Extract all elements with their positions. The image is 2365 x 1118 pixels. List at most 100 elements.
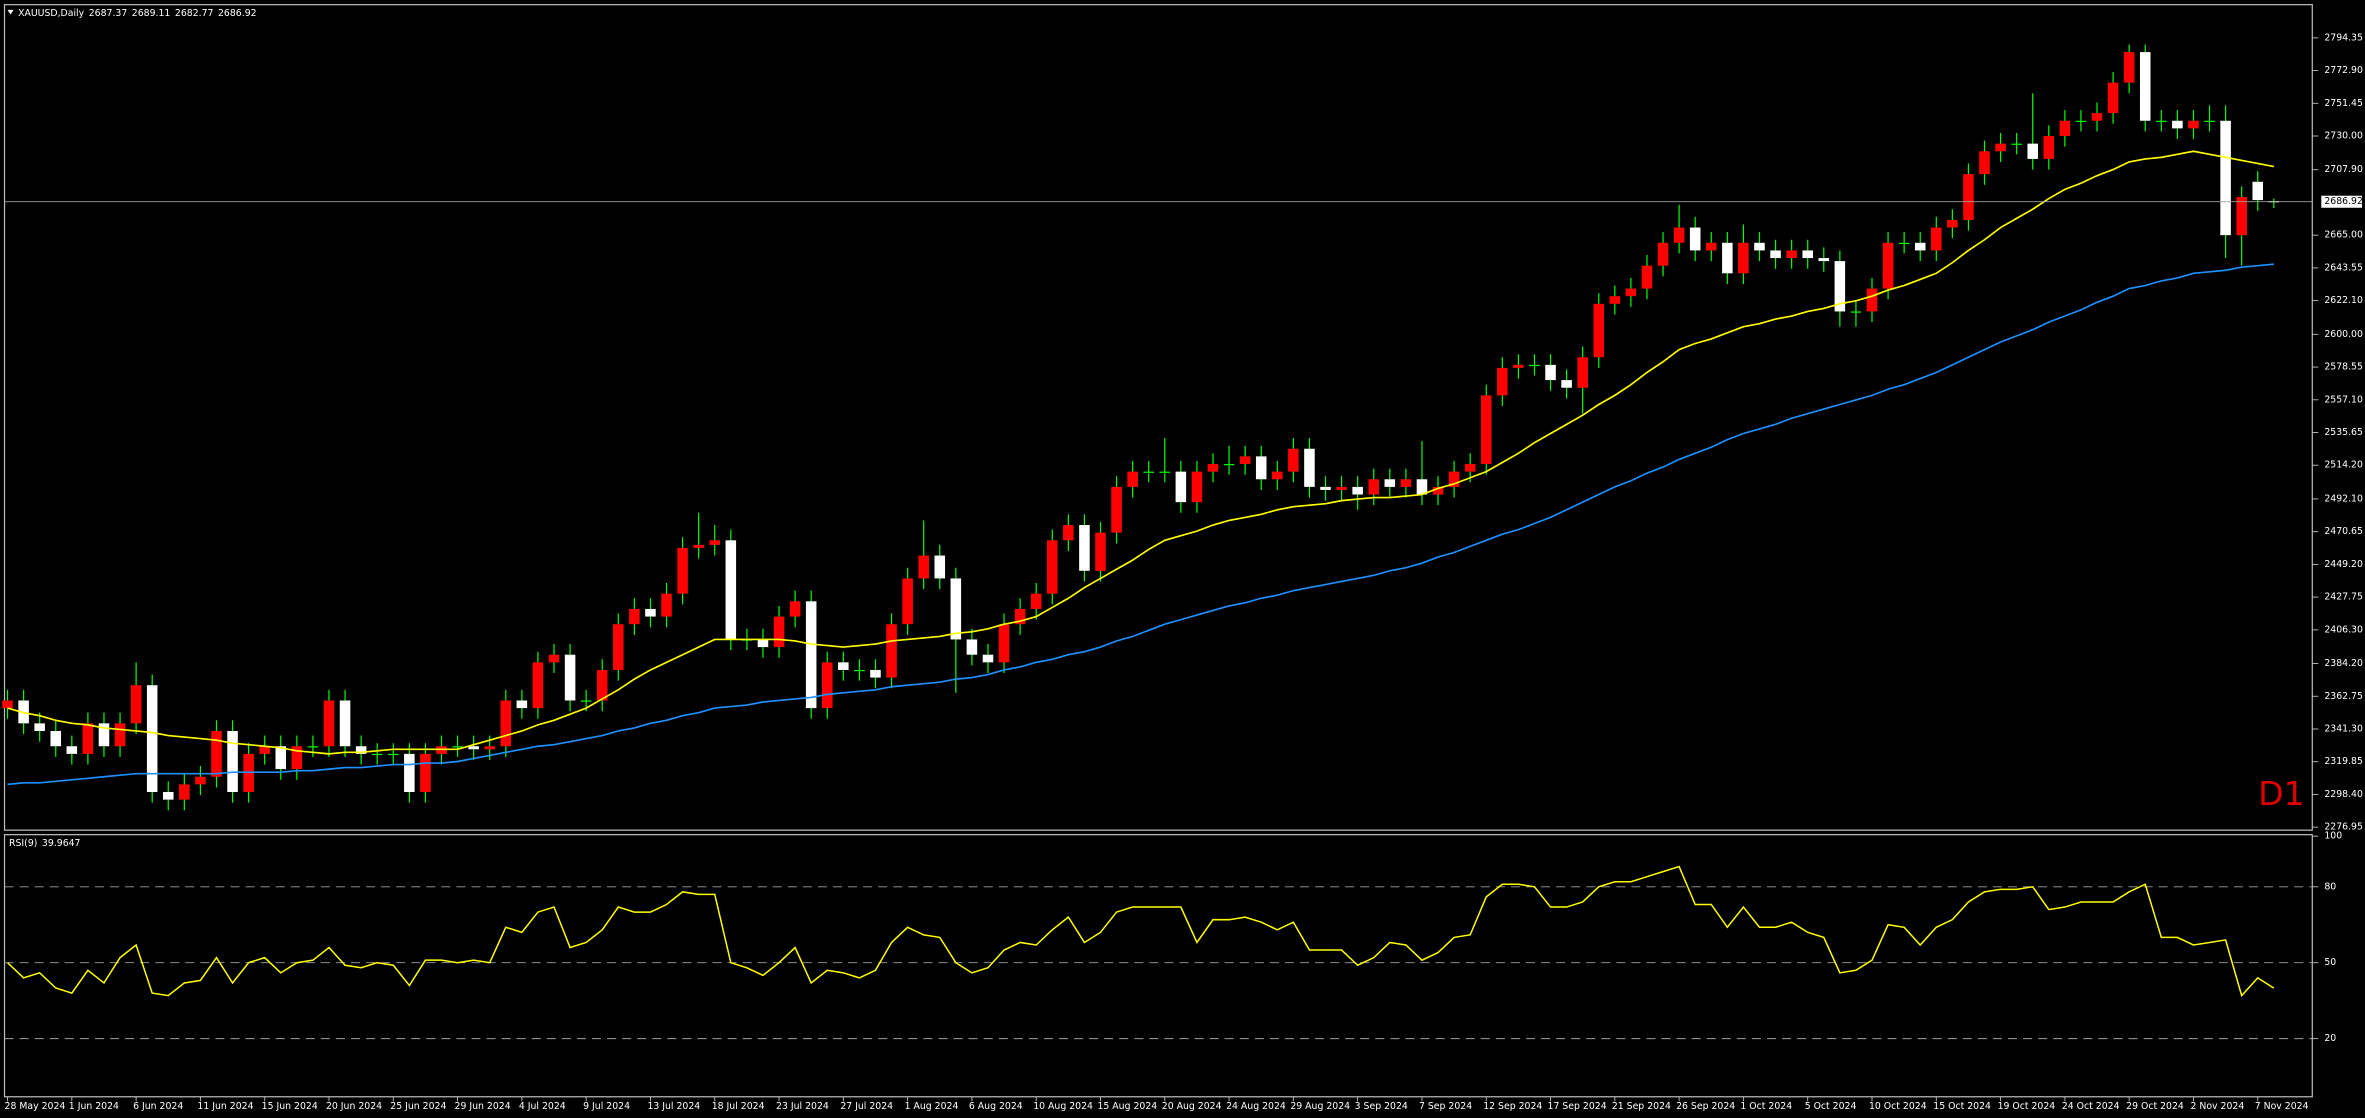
candle-body xyxy=(1143,471,1154,473)
candle-body xyxy=(645,608,656,617)
candle-body xyxy=(1979,151,1990,175)
candle-body xyxy=(1834,261,1846,312)
y-tick-label: 2276.95 xyxy=(2324,822,2363,833)
x-tick-label: 2 Nov 2024 xyxy=(2190,1101,2244,1112)
candle-body xyxy=(1159,471,1171,473)
y-tick-label: 2298.40 xyxy=(2324,789,2363,800)
candle-body xyxy=(1577,357,1588,388)
candle-body xyxy=(1432,486,1444,495)
x-tick-label: 4 Jul 2024 xyxy=(519,1101,566,1112)
candle-body xyxy=(2220,120,2231,236)
candle-body xyxy=(1593,303,1605,358)
candle-body xyxy=(613,624,624,670)
candle-body xyxy=(1882,242,1894,289)
x-tick-label: 7 Nov 2024 xyxy=(2255,1101,2309,1112)
candle-body xyxy=(1625,288,1637,297)
current-price-label: 2686.92 xyxy=(2324,196,2363,207)
y-tick-label: 2319.85 xyxy=(2324,756,2363,767)
y-tick-label: 2470.65 xyxy=(2324,526,2363,537)
x-tick-label: 1 Oct 2024 xyxy=(1740,1101,1792,1112)
candle-body xyxy=(966,639,978,655)
candle-body xyxy=(821,662,833,709)
y-tick-label: 2427.75 xyxy=(2324,592,2363,603)
candle-body xyxy=(211,730,222,777)
x-tick-label: 19 Oct 2024 xyxy=(1998,1101,2056,1112)
candle-body xyxy=(468,746,479,750)
candle-body xyxy=(1030,593,1042,609)
candle-body xyxy=(259,746,270,754)
x-tick-label: 24 Oct 2024 xyxy=(2062,1101,2120,1112)
candle-body xyxy=(291,746,303,770)
x-tick-label: 26 Sep 2024 xyxy=(1676,1101,1735,1112)
candle-body xyxy=(1738,242,1749,274)
candle-body xyxy=(227,730,238,793)
candle-body xyxy=(195,776,206,785)
candle-body xyxy=(918,555,929,579)
candle-body xyxy=(1673,227,1685,243)
y-tick-label: 2578.55 xyxy=(2324,362,2363,373)
x-tick-label: 12 Sep 2024 xyxy=(1483,1101,1542,1112)
candle-body xyxy=(1866,288,1878,312)
candle-body xyxy=(532,662,544,709)
candle-body xyxy=(934,555,946,579)
candle-body xyxy=(339,700,351,747)
y-tick-label: 100 xyxy=(2324,831,2342,842)
x-tick-label: 15 Aug 2024 xyxy=(1097,1101,1157,1112)
candle-body xyxy=(1657,242,1669,266)
candle-body xyxy=(870,669,881,678)
candle-body xyxy=(1223,464,1235,466)
candle-body xyxy=(950,578,962,640)
rsi-line xyxy=(7,865,2275,998)
x-tick-label: 10 Oct 2024 xyxy=(1869,1101,1927,1112)
candle-body xyxy=(1480,395,1492,465)
last-high: 2689.11 xyxy=(132,7,171,18)
candle-body xyxy=(1561,380,1572,388)
x-tick-label: 20 Jun 2024 xyxy=(326,1101,382,1112)
y-tick-label: 2449.20 xyxy=(2324,559,2363,570)
candle-body xyxy=(1786,250,1797,259)
candle-body xyxy=(516,700,528,709)
x-tick-label: 11 Jun 2024 xyxy=(197,1101,253,1112)
candle-body xyxy=(2156,120,2167,122)
x-tick-label: 17 Sep 2024 xyxy=(1548,1101,1607,1112)
candle-body xyxy=(355,746,367,754)
candle-body xyxy=(677,547,688,594)
candle-body xyxy=(2252,181,2264,201)
candle-body xyxy=(854,669,865,672)
candle-body xyxy=(564,654,576,701)
candle-body xyxy=(1304,448,1315,487)
candle-body xyxy=(162,792,174,800)
candle-body xyxy=(1272,471,1283,480)
moving-average xyxy=(7,150,2274,755)
candle-body xyxy=(805,601,817,709)
candle-body xyxy=(388,753,399,756)
candle-body xyxy=(484,746,495,750)
y-tick-label: 50 xyxy=(2324,957,2336,968)
x-tick-label: 23 Jul 2024 xyxy=(776,1101,829,1112)
candle-body xyxy=(1014,608,1026,625)
candle-body xyxy=(2075,120,2087,122)
candle-body xyxy=(1239,456,1251,465)
candle-body xyxy=(1529,364,1540,367)
last-close: 2686.92 xyxy=(218,7,257,18)
candle-body xyxy=(596,669,608,701)
y-tick-label: 2341.30 xyxy=(2324,724,2363,735)
candle-body xyxy=(1352,486,1363,495)
candle-body xyxy=(130,685,142,724)
candle-body xyxy=(773,616,785,648)
x-tick-label: 20 Aug 2024 xyxy=(1162,1101,1222,1112)
menu-arrow[interactable] xyxy=(7,9,14,15)
x-tick-label: 13 Jul 2024 xyxy=(647,1101,700,1112)
candle-body xyxy=(2011,143,2022,145)
last-low: 2682.77 xyxy=(175,7,214,18)
x-tick-label: 21 Sep 2024 xyxy=(1612,1101,1671,1112)
y-tick-label: 2514.20 xyxy=(2324,460,2363,471)
candle-body xyxy=(2091,113,2103,121)
candle-body xyxy=(629,608,640,625)
candle-body xyxy=(2204,120,2215,122)
rsi-last: 39.9647 xyxy=(42,837,81,848)
candle-body xyxy=(1047,540,1058,594)
candle-body xyxy=(998,624,1010,663)
candle-body xyxy=(1191,471,1203,503)
